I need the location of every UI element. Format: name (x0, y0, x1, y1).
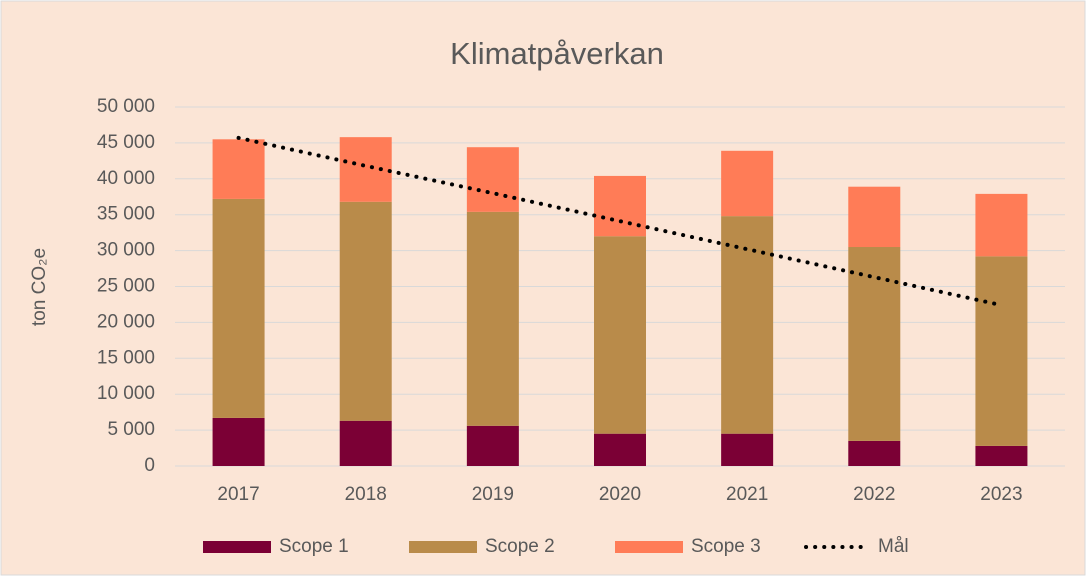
legend-label: Scope 3 (691, 536, 761, 557)
bar-segment (212, 417, 265, 466)
bar-segment (466, 425, 519, 466)
y-tick-label: 10 000 (97, 383, 155, 404)
bar-segment (975, 445, 1028, 466)
legend-swatch (203, 541, 271, 553)
bar-segment (212, 198, 265, 418)
y-tick-label: 20 000 (97, 311, 155, 332)
legend-swatch (409, 541, 477, 553)
x-tick-label: 2017 (217, 484, 259, 505)
bar-segment (339, 201, 392, 421)
y-tick-label: 30 000 (97, 240, 155, 261)
bar-segment (848, 247, 901, 441)
y-tick-label: 40 000 (97, 168, 155, 189)
bar-segment (212, 139, 265, 199)
y-tick-label: 5 000 (107, 419, 155, 440)
bar-segment (721, 433, 774, 466)
x-tick-label: 2021 (726, 484, 768, 505)
x-tick-label: 2019 (472, 484, 514, 505)
bar-segment (848, 440, 901, 466)
legend-label: Mål (878, 536, 909, 557)
y-tick-label: 50 000 (97, 96, 155, 117)
y-tick-label: 35 000 (97, 204, 155, 225)
bar-segment (594, 236, 646, 434)
bar-segment (594, 433, 646, 466)
bar-segment (466, 211, 519, 426)
bar-segment (339, 420, 392, 466)
bar-segment (721, 150, 774, 217)
x-tick-label: 2020 (599, 484, 641, 505)
chart-title: Klimatpåverkan (450, 36, 664, 71)
target-line (236, 135, 1004, 308)
x-tick-label: 2018 (345, 484, 387, 505)
y-axis-label: ton CO₂e (29, 248, 50, 326)
legend-label: Scope 1 (279, 536, 349, 557)
legend-swatch (615, 541, 683, 553)
bar-segment (339, 137, 392, 202)
y-tick-label: 15 000 (97, 347, 155, 368)
x-tick-label: 2023 (980, 484, 1022, 505)
y-tick-label: 45 000 (97, 132, 155, 153)
y-tick-label: 25 000 (97, 276, 155, 297)
bar-segment (466, 147, 519, 212)
bar-segment (848, 186, 901, 248)
x-tick-label: 2022 (853, 484, 895, 505)
legend-label: Scope 2 (485, 536, 555, 557)
y-tick-label: 0 (144, 455, 155, 476)
bar-segment (975, 256, 1028, 446)
bar-segment (975, 193, 1028, 257)
